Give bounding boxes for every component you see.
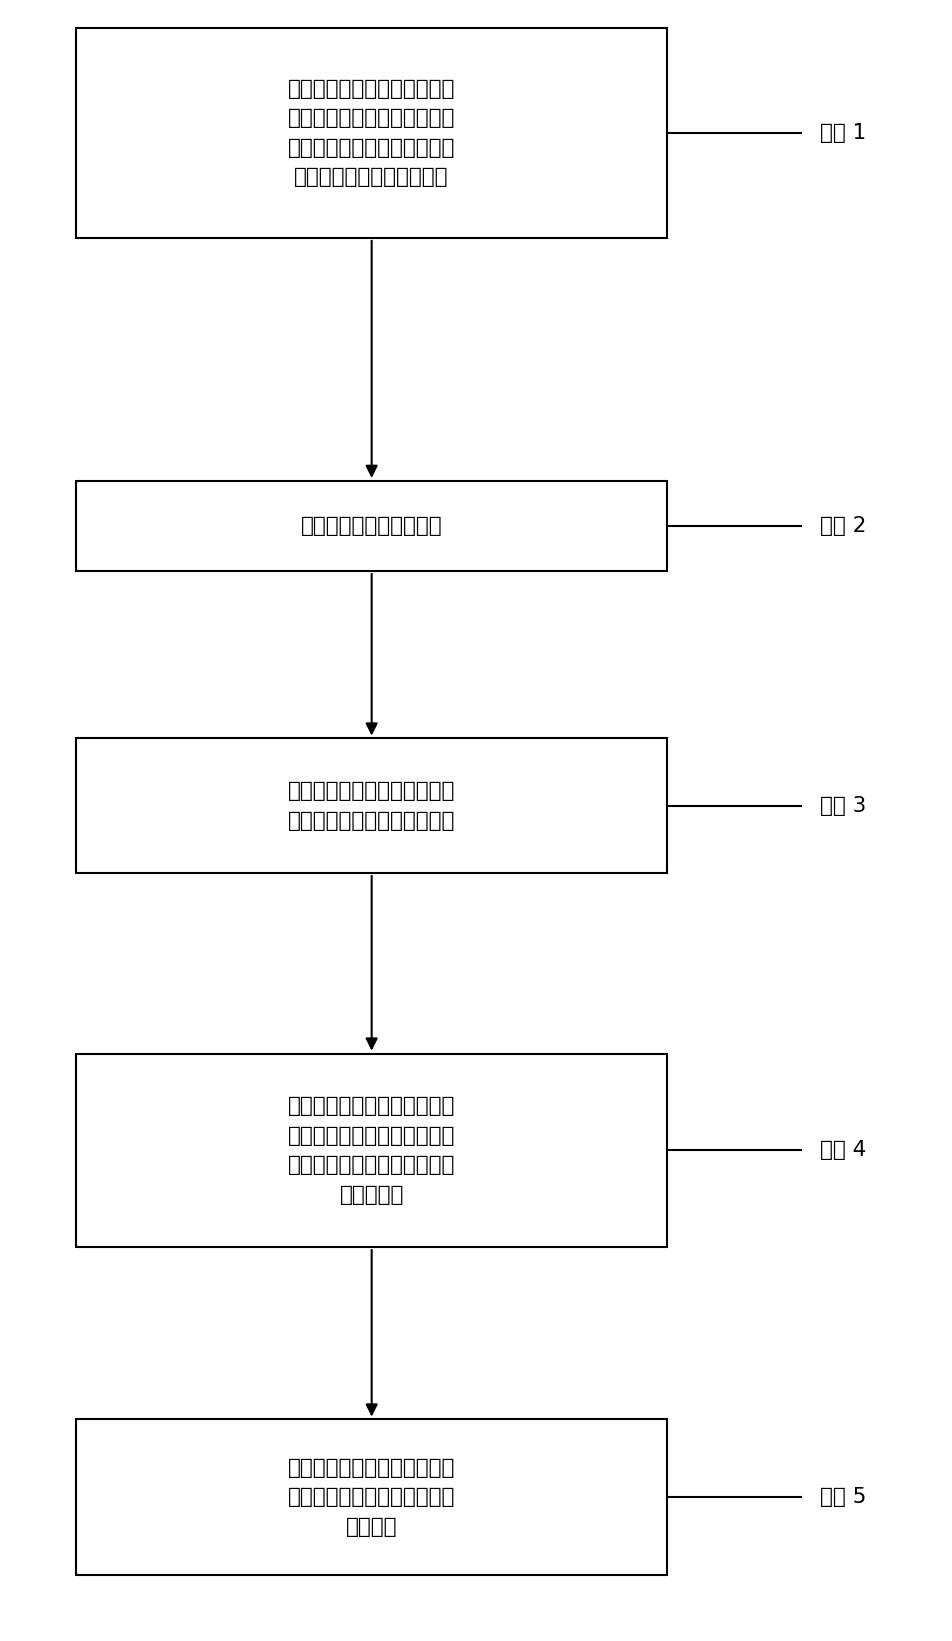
- FancyBboxPatch shape: [76, 1054, 666, 1247]
- Text: 步骤 5: 步骤 5: [819, 1487, 865, 1508]
- Text: 运用加速度传感器采集在不同
转速下不同故障类型的风电机
组齿轮箱的振动信号，将振动
信号分段，作为训练样本。: 运用加速度传感器采集在不同 转速下不同故障类型的风电机 组齿轮箱的振动信号，将振…: [288, 79, 455, 187]
- Text: 选取学习特征个数，运用稀疏
滤波从训练样本中学习特征。: 选取学习特征个数，运用稀疏 滤波从训练样本中学习特征。: [288, 781, 455, 830]
- Text: 步骤 4: 步骤 4: [819, 1140, 865, 1160]
- Text: 用上述训练样本训练支持向量
回归机，完成模型建立，实现
故障分类: 用上述训练样本训练支持向量 回归机，完成模型建立，实现 故障分类: [288, 1457, 455, 1538]
- Text: 对训练样本进行白化处理: 对训练样本进行白化处理: [301, 515, 442, 537]
- Text: 步骤 2: 步骤 2: [819, 515, 865, 537]
- FancyBboxPatch shape: [76, 738, 666, 873]
- Text: 对学习到的相同故障类型的特
征进行平均值计算。将所得新
的故障特征与相应的标签作为
训练样本集: 对学习到的相同故障类型的特 征进行平均值计算。将所得新 的故障特征与相应的标签作…: [288, 1096, 455, 1204]
- Text: 步骤 1: 步骤 1: [819, 123, 865, 143]
- FancyBboxPatch shape: [76, 481, 666, 571]
- Text: 步骤 3: 步骤 3: [819, 796, 865, 816]
- FancyBboxPatch shape: [76, 1419, 666, 1575]
- FancyBboxPatch shape: [76, 28, 666, 238]
